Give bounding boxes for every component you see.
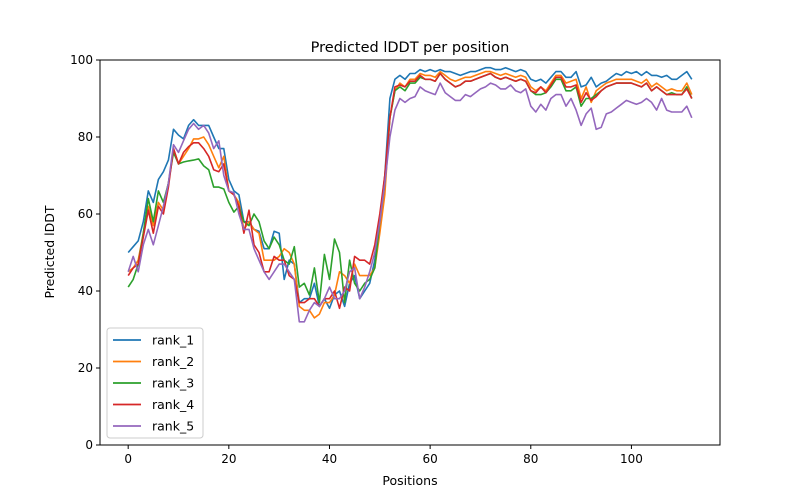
legend-label: rank_3 [152,376,194,391]
series-line-rank_2 [127,70,693,319]
legend-label: rank_2 [152,354,194,369]
x-tick-label: 60 [422,452,437,466]
legend-label: rank_1 [152,333,194,348]
legend-label: rank_4 [152,397,194,412]
y-tick-label: 60 [78,207,93,221]
legend-label: rank_5 [152,419,194,434]
y-tick-label: 80 [78,130,93,144]
chart-title: Predicted lDDT per position [311,40,510,56]
series-line-rank_4 [127,72,693,310]
series-line-rank_5 [127,82,693,323]
x-tick-label: 40 [322,452,337,466]
legend-box [106,327,204,439]
y-tick-label: 100 [70,53,93,67]
legend: rank_1 rank_2 rank_3 rank_4 rank_5 [106,327,204,439]
y-axis-label: Predicted lDDT [42,205,57,298]
x-tick-label: 100 [620,452,643,466]
plot-frame [99,59,721,446]
series-line-rank_3 [127,72,693,304]
x-tick-label: 80 [523,452,538,466]
y-tick-label: 20 [78,361,93,375]
x-tick-label: 0 [124,452,132,466]
series-line-rank_1 [127,66,693,310]
y-tick-label: 40 [78,284,93,298]
x-axis-label: Positions [382,473,437,488]
y-tick-label: 0 [85,438,93,452]
x-tick-label: 20 [221,452,236,466]
